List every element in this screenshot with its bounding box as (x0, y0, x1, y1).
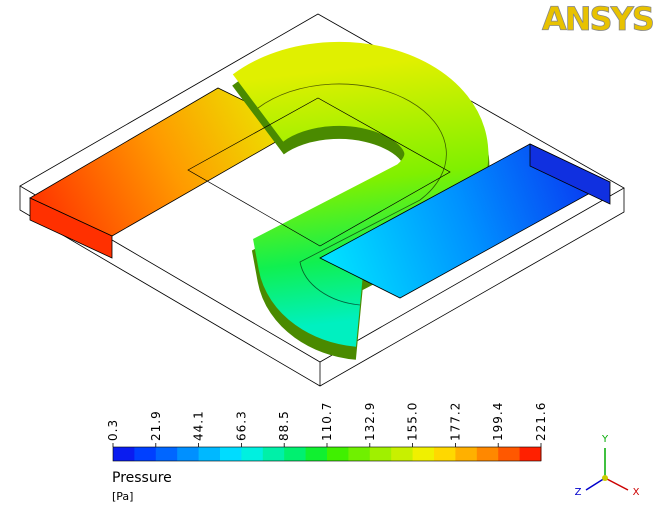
tick-label: 44.1 (192, 410, 206, 441)
color-band (391, 447, 414, 461)
tick-label: 21.9 (149, 410, 163, 441)
color-band (134, 447, 157, 461)
color-band (434, 447, 456, 461)
tick-label: 66.3 (234, 410, 248, 441)
triad-x-label: X (633, 487, 640, 498)
color-band (177, 447, 200, 461)
tick-label: 0.3 (106, 419, 120, 441)
tick-label: 110.7 (320, 402, 334, 441)
tick-label: 199.4 (491, 402, 505, 441)
legend-title: Pressure (112, 470, 172, 486)
tick-label: 88.5 (277, 410, 291, 441)
triad-origin (602, 475, 608, 481)
color-band (348, 447, 371, 461)
right-outlet (529, 143, 611, 205)
color-band (519, 447, 542, 461)
color-band (369, 447, 392, 461)
s-bend-line (257, 83, 447, 306)
model (19, 13, 625, 387)
legend-unit: [Pa] (112, 490, 133, 503)
color-band (198, 447, 221, 461)
triad-z (585, 477, 606, 491)
color-band (476, 447, 499, 461)
color-band (327, 447, 349, 461)
color-band (498, 447, 521, 461)
color-band (305, 447, 328, 461)
logo-text: ANSYS (542, 0, 653, 38)
tick-label: 155.0 (406, 402, 420, 441)
color-band (455, 447, 478, 461)
color-band (220, 447, 242, 461)
triad-y-label: Y (601, 434, 609, 445)
color-band (241, 447, 264, 461)
color-band (155, 447, 178, 461)
color-band (284, 447, 307, 461)
inner-box (187, 97, 451, 247)
tick-label: 221.6 (534, 402, 548, 441)
logo: ANSYS (542, 0, 656, 38)
color-band (412, 447, 435, 461)
tick-label: 177.2 (448, 402, 462, 441)
color-band (113, 447, 135, 461)
triad-z-label: Z (575, 487, 582, 498)
left-inlet (29, 197, 113, 259)
color-legend: 0.3 21.9 44.1 66.3 88.5 110.7 132.9 155.0 177.2 1… (106, 402, 548, 462)
axis-triad: Y X Z (575, 434, 640, 498)
color-band (262, 447, 285, 461)
tick-label: 132.9 (363, 402, 377, 441)
triad-x (604, 477, 629, 491)
